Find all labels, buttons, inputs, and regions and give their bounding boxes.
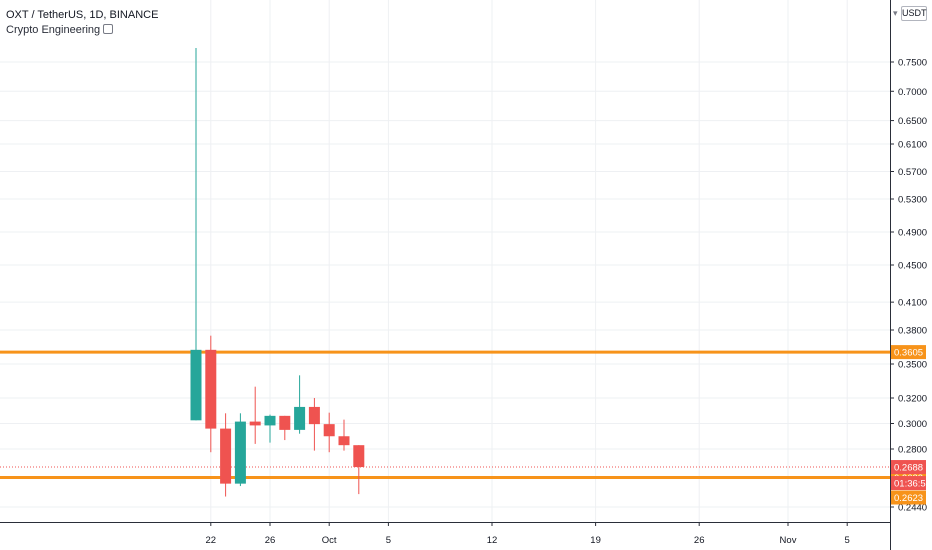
price-tick-label: 0.3500	[898, 360, 927, 371]
time-tick-label: 26	[265, 535, 276, 546]
candle-body	[353, 445, 365, 468]
time-tick-label: 26	[694, 535, 705, 546]
price-tick-label: 0.2800	[898, 445, 927, 456]
price-tick-label: 0.7000	[898, 87, 927, 98]
candle-body	[308, 406, 320, 425]
price-tick-label: 0.5700	[898, 167, 927, 178]
level-price-label: 0.3605	[894, 348, 923, 359]
indicator-row: Crypto Engineering	[6, 23, 158, 38]
time-tick-label: 5	[386, 535, 391, 546]
time-tick-label: 5	[845, 535, 850, 546]
currency-unit-button[interactable]: USDT	[901, 6, 927, 21]
candle-body	[190, 349, 202, 421]
level-price-label: 0.2623	[894, 493, 923, 504]
candle-body	[234, 421, 246, 484]
level-price-label-bg	[891, 345, 926, 360]
price-tick-label: 0.6500	[898, 116, 927, 127]
chevron-down-icon[interactable]: ▾	[893, 8, 898, 18]
price-tick-label: 0.3000	[898, 419, 927, 430]
time-tick-label: 19	[590, 535, 601, 546]
price-tick-label: 0.3800	[898, 326, 927, 337]
price-tick-label: 0.5300	[898, 195, 927, 206]
indicator-name: Crypto Engineering	[6, 24, 101, 36]
price-tick-label: 0.6100	[898, 140, 927, 151]
price-tick-label: 0.4500	[898, 261, 927, 272]
time-tick-label: 12	[487, 535, 498, 546]
level-price-label-bg	[891, 490, 926, 505]
candle-body	[338, 436, 350, 446]
symbol-title: OXT / TetherUS, 1D, BINANCE	[6, 9, 159, 21]
chart-legend: OXT / TetherUS, 1D, BINANCE Crypto Engin…	[6, 8, 158, 38]
candle-body	[220, 428, 232, 484]
bar-countdown-label: 01:36:51	[894, 479, 931, 490]
time-tick-label: Nov	[780, 535, 797, 546]
time-tick-label: 22	[206, 535, 217, 546]
price-tick-label: 0.3200	[898, 394, 927, 405]
candle-body	[323, 424, 335, 437]
last-price-label-bg	[891, 460, 926, 475]
price-tick-label: 0.7500	[898, 58, 927, 69]
visibility-toggle-icon[interactable]	[103, 24, 114, 34]
candle-body	[294, 406, 306, 430]
candle-body	[264, 415, 276, 426]
time-tick-label: Oct	[322, 535, 337, 546]
candle-body	[205, 349, 217, 429]
price-tick-label: 0.4900	[898, 228, 927, 239]
price-tick-label: 0.2440	[898, 503, 927, 514]
candle-body	[249, 421, 261, 426]
bar-countdown-label-bg	[891, 476, 926, 491]
candle-body	[279, 415, 291, 430]
last-price-label: 0.2688	[894, 463, 923, 474]
price-tick-label: 0.4100	[898, 298, 927, 309]
